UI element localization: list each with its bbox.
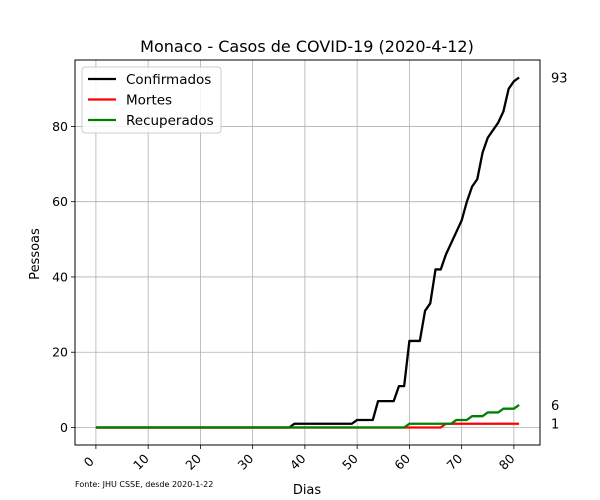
series-line-recuperados (95, 403, 520, 429)
legend-box (81, 66, 222, 134)
end-labels: 93 1 6 (551, 72, 568, 433)
y-tick-label: 0 (60, 420, 68, 435)
y-tick-label: 40 (52, 269, 68, 284)
x-tick-label: 70 (444, 451, 466, 473)
x-axis-label: Dias (293, 483, 322, 498)
legend-label-confirmados: Confirmados (126, 72, 211, 88)
grid (75, 60, 540, 445)
series-lines (95, 76, 520, 429)
x-tick-label: 20 (182, 451, 204, 473)
x-tick-label: 50 (339, 451, 361, 473)
x-tick-label: 40 (287, 451, 309, 473)
axis-ticks: 0 10 20 30 40 50 60 70 80 0 20 40 60 80 (52, 119, 518, 473)
x-tick-label: 80 (496, 451, 518, 473)
y-axis-label: Pessoas (28, 228, 43, 280)
x-tick-label: 60 (391, 451, 413, 473)
source-note: Fonte: JHU CSSE, desde 2020-1-22 (75, 480, 213, 489)
legend: Confirmados Mortes Recuperados (81, 66, 222, 134)
y-tick-label: 60 (52, 194, 68, 209)
y-tick-label: 20 (52, 345, 68, 360)
legend-label-recuperados: Recuperados (126, 113, 214, 129)
x-tick-label: 0 (81, 454, 97, 470)
x-tick-label: 10 (130, 451, 152, 473)
end-label-confirmados: 93 (551, 72, 568, 87)
legend-label-mortes: Mortes (126, 93, 172, 109)
x-tick-label: 30 (235, 451, 257, 473)
end-label-mortes: 1 (551, 418, 559, 433)
series-line-confirmados (95, 76, 520, 429)
plot-frame (74, 59, 541, 446)
chart-title: Monaco - Casos de COVID-19 (2020-4-12) (140, 37, 474, 56)
y-tick-label: 80 (52, 119, 68, 134)
end-label-recuperados: 6 (551, 399, 559, 414)
